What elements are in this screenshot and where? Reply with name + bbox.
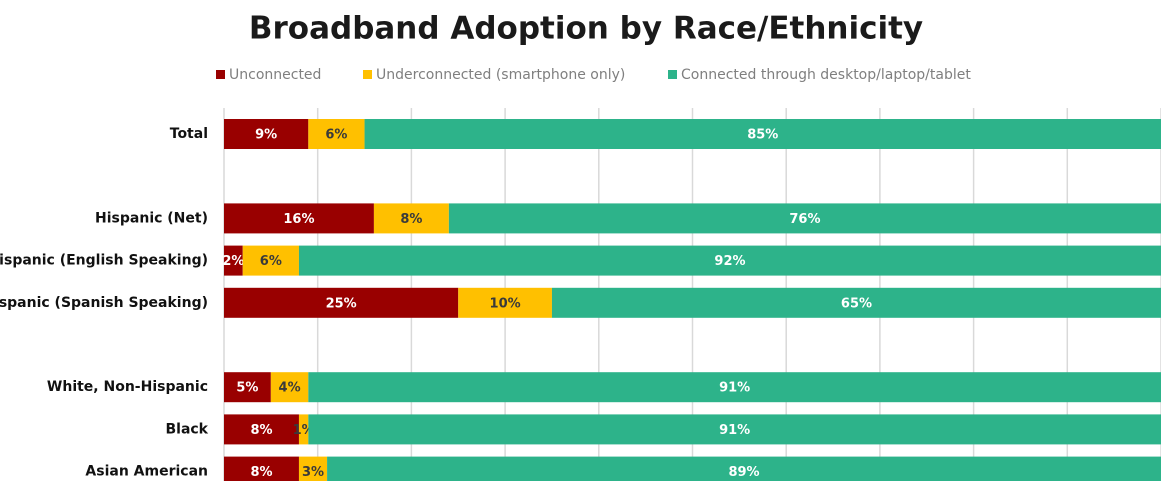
legend-label: Unconnected xyxy=(229,67,321,83)
legend-swatch xyxy=(216,70,225,79)
data-label: 25% xyxy=(326,296,357,311)
bar-segment xyxy=(308,119,365,149)
data-label: 6% xyxy=(260,254,282,269)
legend-swatch xyxy=(363,70,372,79)
data-label: 76% xyxy=(789,212,820,227)
data-label: 8% xyxy=(250,423,272,438)
data-label: 91% xyxy=(719,381,750,396)
bar-segment xyxy=(327,456,1161,481)
bar-segment xyxy=(373,203,449,234)
data-label: 16% xyxy=(283,212,314,227)
bar-segment xyxy=(242,245,299,276)
data-label: 3% xyxy=(302,465,324,480)
data-label: 5% xyxy=(236,381,258,396)
data-label: 65% xyxy=(841,296,872,311)
bar-segment xyxy=(448,203,1161,234)
bar-segment xyxy=(224,287,459,318)
y-tick-label: Hispanic (English Speaking) xyxy=(0,253,208,269)
data-label: 8% xyxy=(400,212,422,227)
bar-segment xyxy=(224,414,299,445)
legend-label: Underconnected (smartphone only) xyxy=(376,67,625,83)
data-label: 85% xyxy=(747,128,778,143)
bar-segment xyxy=(298,414,309,445)
bar-segment xyxy=(224,456,299,481)
y-tick-label: Hispanic (Net) xyxy=(95,210,208,226)
data-label: 6% xyxy=(325,128,347,143)
y-tick-label: Total xyxy=(170,126,208,142)
data-label: 92% xyxy=(714,254,745,269)
bar-segment xyxy=(364,119,1161,149)
chart-title: Broadband Adoption by Race/Ethnicity xyxy=(249,11,923,47)
bar-segment xyxy=(551,287,1161,318)
data-label: 89% xyxy=(728,465,759,480)
bar-segment xyxy=(308,414,1161,445)
y-tick-label: Black xyxy=(165,421,208,437)
bar-segment xyxy=(458,287,552,318)
data-label: 2% xyxy=(222,254,244,269)
y-tick-label: White, Non-Hispanic xyxy=(47,379,208,395)
bar-segment xyxy=(308,372,1161,403)
data-label: 8% xyxy=(250,465,272,480)
bar-segment xyxy=(298,456,328,481)
bar-segment xyxy=(224,245,243,276)
y-tick-label: Hispanic (Spanish Speaking) xyxy=(0,295,208,311)
bar-segment xyxy=(298,245,1161,276)
data-label: 4% xyxy=(279,381,301,396)
data-label: 10% xyxy=(490,296,521,311)
y-tick-label: Asian American xyxy=(85,464,208,480)
data-label: 9% xyxy=(255,128,277,143)
legend-label: Connected through desktop/laptop/tablet xyxy=(681,67,971,83)
legend-swatch xyxy=(668,70,677,79)
bar-segment xyxy=(224,203,374,234)
data-label: 91% xyxy=(719,423,750,438)
bar-segment xyxy=(224,119,309,149)
bar-segment xyxy=(224,372,271,403)
bar-segment xyxy=(270,372,309,403)
